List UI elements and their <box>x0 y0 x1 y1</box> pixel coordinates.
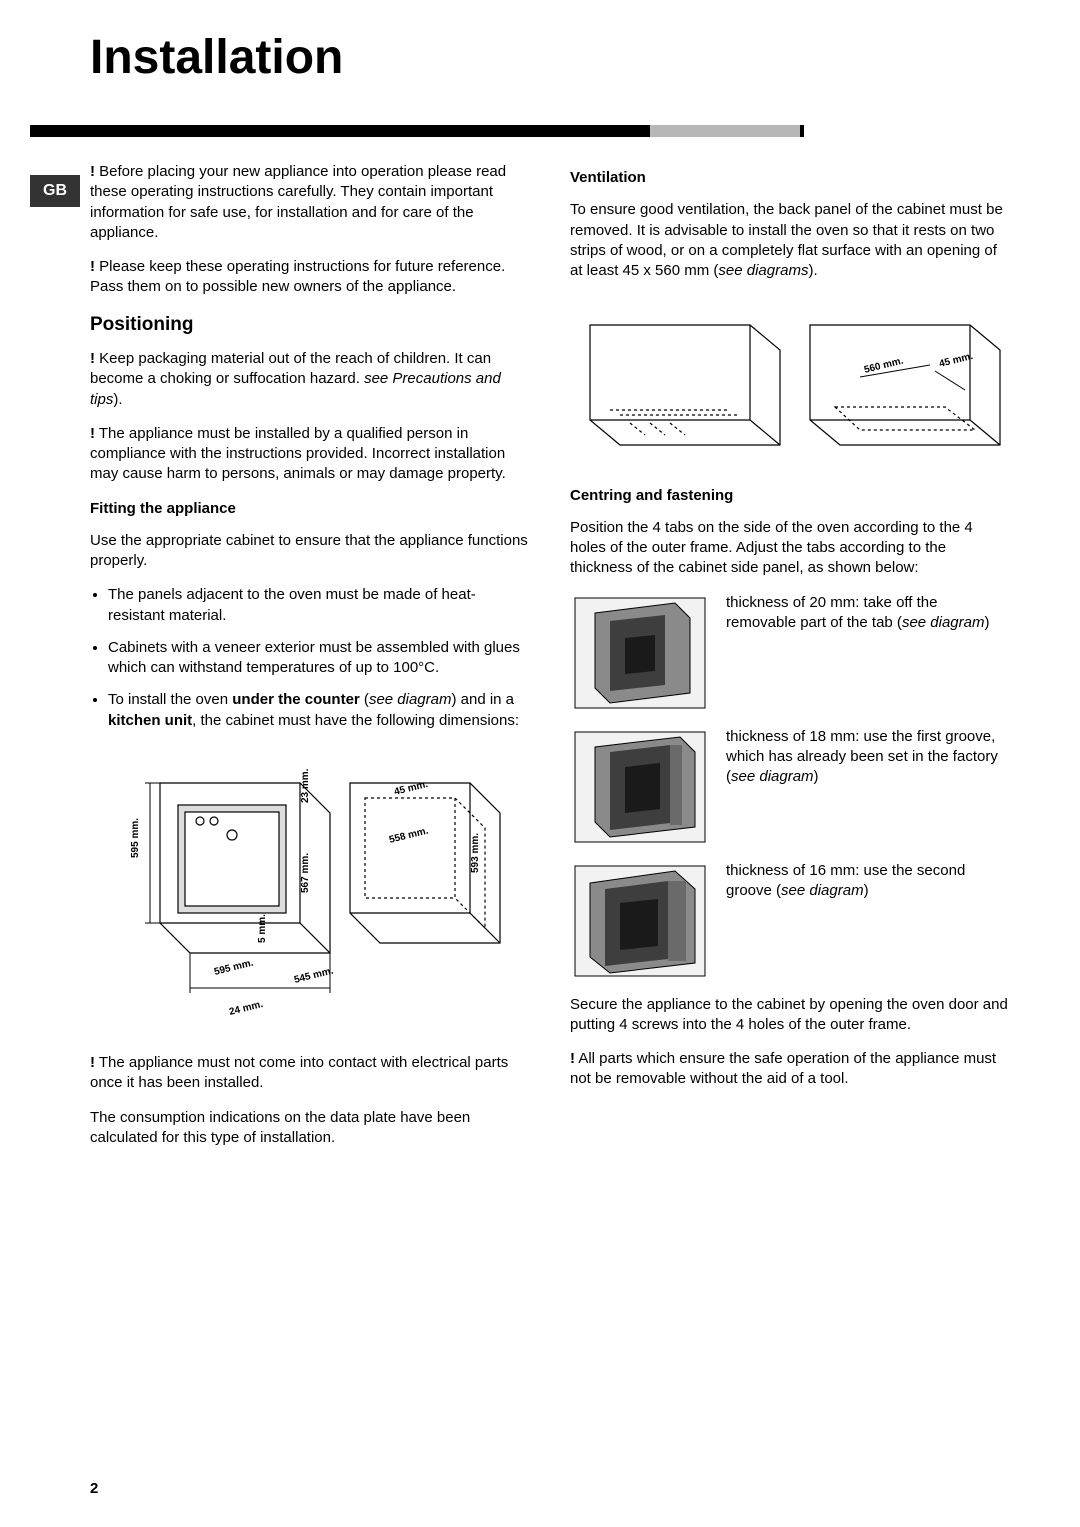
dim-23: 23 mm. <box>300 768 311 803</box>
tab-18mm-text: thickness of 18 mm: use the first groove… <box>726 727 1010 847</box>
page-title: Installation <box>90 30 1000 85</box>
dim-545: 545 mm. <box>293 965 335 985</box>
dim-5: 5 mm. <box>257 914 268 943</box>
dim-567: 567 mm. <box>300 853 311 893</box>
tab-16mm: thickness of 16 mm: use the second groov… <box>570 861 1010 981</box>
tab-20mm: thickness of 20 mm: take off the removab… <box>570 593 1010 713</box>
dim-558: 558 mm. <box>388 825 430 845</box>
positioning-p1: ! Keep packaging material out of the rea… <box>90 349 530 410</box>
tab-20mm-text: thickness of 20 mm: take off the removab… <box>726 593 1010 713</box>
fitting-b3: To install the oven under the counter (s… <box>108 690 530 731</box>
dim-595v: 595 mm. <box>130 818 141 858</box>
dim-45: 45 mm. <box>393 779 429 798</box>
tab-18mm: thickness of 18 mm: use the first groove… <box>570 727 1010 847</box>
header-bar-grey <box>650 125 800 137</box>
centring-warn: ! All parts which ensure the safe operat… <box>570 1049 1010 1090</box>
header-bar-tick <box>800 125 804 137</box>
ventilation-p1: To ensure good ventilation, the back pan… <box>570 200 1010 281</box>
centring-intro: Position the 4 tabs on the side of the o… <box>570 518 1010 579</box>
tab-16mm-diagram <box>570 861 710 981</box>
dim-593: 593 mm. <box>470 833 481 873</box>
dim-595h: 595 mm. <box>213 957 255 977</box>
fitting-b2: Cabinets with a veneer exterior must be … <box>108 638 530 679</box>
intro-p2: ! Please keep these operating instructio… <box>90 257 530 298</box>
page-number: 2 <box>90 1480 98 1497</box>
fitting-heading: Fitting the appliance <box>90 499 530 519</box>
centring-secure: Secure the appliance to the cabinet by o… <box>570 995 1010 1036</box>
positioning-heading: Positioning <box>90 312 530 338</box>
right-column: Ventilation To ensure good ventilation, … <box>570 162 1010 1162</box>
fitting-bullets: The panels adjacent to the oven must be … <box>108 585 530 731</box>
tab-20mm-diagram <box>570 593 710 713</box>
intro-p1: ! Before placing your new appliance into… <box>90 162 530 243</box>
language-badge: GB <box>30 175 80 207</box>
positioning-p2: ! The appliance must be installed by a q… <box>90 424 530 485</box>
ventilation-diagrams: 560 mm. 45 mm. <box>570 295 1010 471</box>
cabinet-dimension-diagram: 595 mm. 595 mm. 545 mm. 24 mm. 5 mm. 567… <box>90 743 530 1039</box>
page: Installation GB ! Before placing your ne… <box>0 0 1080 1527</box>
tab-16mm-text: thickness of 16 mm: use the second groov… <box>726 861 1010 981</box>
dim-24: 24 mm. <box>228 999 264 1018</box>
fitting-after2: The consumption indications on the data … <box>90 1108 530 1149</box>
ventilation-heading: Ventilation <box>570 168 1010 188</box>
centring-heading: Centring and fastening <box>570 486 1010 506</box>
fitting-after1: ! The appliance must not come into conta… <box>90 1053 530 1094</box>
header-bar-black <box>30 125 650 137</box>
tab-18mm-diagram <box>570 727 710 847</box>
fitting-b1: The panels adjacent to the oven must be … <box>108 585 530 626</box>
header-bar <box>30 125 1000 137</box>
dim-45v: 45 mm. <box>938 351 974 370</box>
columns: ! Before placing your new appliance into… <box>90 162 1000 1162</box>
fitting-intro: Use the appropriate cabinet to ensure th… <box>90 531 530 572</box>
left-column: ! Before placing your new appliance into… <box>90 162 530 1162</box>
